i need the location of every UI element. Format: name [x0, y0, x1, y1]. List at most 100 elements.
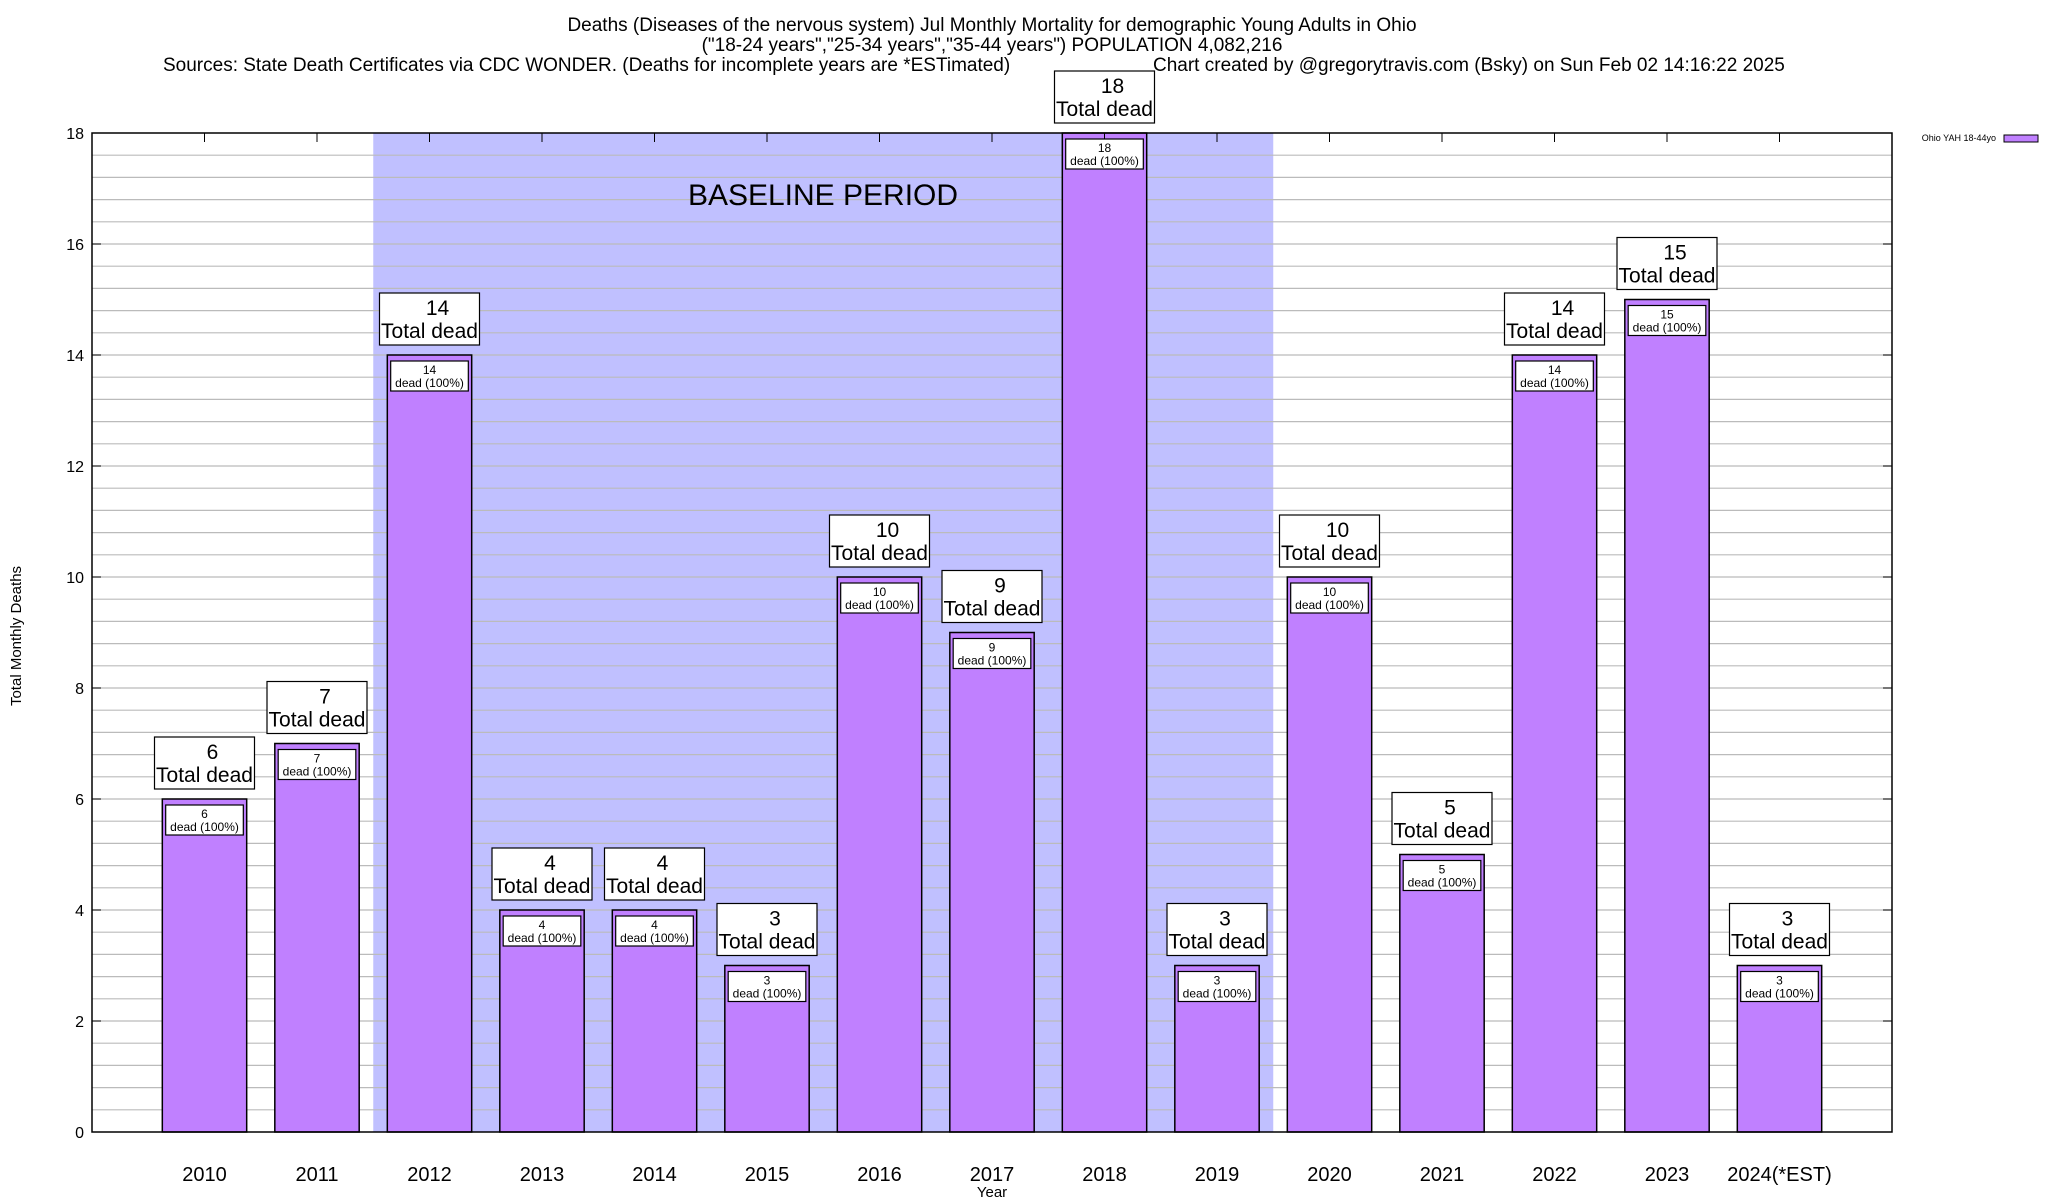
inner-label-box	[1627, 304, 1707, 337]
total-label-value: 7	[319, 686, 331, 709]
total-label-text: Total dead	[1506, 320, 1603, 343]
x-tick-label: 2010	[182, 1164, 227, 1186]
total-label-value: 3	[769, 908, 781, 931]
inner-label-value: 10	[873, 585, 887, 599]
total-label-value: 4	[657, 852, 669, 875]
baseline-period-annotation: BASELINE PERIOD	[688, 179, 958, 212]
y-tick-label: 14	[66, 348, 84, 365]
x-tick-label: 2011	[295, 1164, 338, 1186]
x-tick-label: 2019	[1195, 1164, 1240, 1186]
inner-label-box	[1740, 970, 1819, 1003]
inner-label-text: dead (100%)	[395, 376, 464, 390]
inner-label-box	[1515, 360, 1594, 392]
total-label-value: 14	[426, 297, 450, 320]
inner-label-box	[277, 748, 357, 781]
inner-label-box	[165, 804, 244, 836]
bar-2016	[836, 576, 923, 1133]
total-label-text: Total dead	[1169, 931, 1266, 954]
x-tick-label: 2012	[407, 1164, 452, 1186]
total-label-box	[491, 847, 593, 901]
legend-label: Ohio YAH 18-44yo	[1922, 133, 1996, 143]
x-tick-label: 2017	[970, 1164, 1015, 1186]
inner-label-value: 15	[1660, 308, 1674, 322]
bars	[161, 132, 1823, 1133]
total-label-text: Total dead	[1731, 931, 1828, 954]
total-label-text: Total dead	[831, 542, 928, 565]
total-label-box	[828, 514, 931, 568]
bar-2010	[161, 798, 248, 1133]
inner-label-value: 14	[423, 363, 437, 377]
inner-label-value: 3	[1214, 974, 1221, 988]
inner-label-text: dead (100%)	[1070, 154, 1139, 168]
total-label-box	[1391, 791, 1493, 846]
inner-label-value: 10	[1323, 585, 1337, 599]
inner-label-value: 7	[314, 752, 321, 766]
x-axis-label: Year	[977, 1184, 1007, 1200]
inner-label-text: dead (100%)	[508, 931, 577, 945]
y-tick-label: 12	[66, 459, 84, 476]
total-label-text: Total dead	[1056, 98, 1153, 121]
total-label-box	[266, 680, 368, 735]
bar-2014	[611, 909, 698, 1133]
chart-title-line-2: ("18-24 years","25-34 years","35-44 year…	[702, 35, 1283, 56]
bar-2012	[386, 354, 473, 1133]
y-tick-label: 0	[75, 1125, 84, 1142]
bar-2022	[1511, 354, 1598, 1133]
x-tick-label: 2021	[1420, 1164, 1465, 1186]
inner-label-box	[1177, 970, 1257, 1003]
y-tick-label: 8	[75, 681, 84, 698]
total-label-value: 14	[1551, 297, 1575, 320]
total-label-value: 3	[1782, 908, 1794, 931]
total-label-text: Total dead	[269, 709, 366, 732]
total-label-value: 4	[544, 852, 556, 875]
total-label-text: Total dead	[1394, 820, 1491, 843]
total-label-text: Total dead	[944, 598, 1041, 621]
bar-2018	[1061, 132, 1148, 1133]
inner-label-box	[952, 637, 1032, 670]
total-label-box	[1728, 902, 1831, 957]
inner-label-box	[1402, 859, 1482, 892]
total-label-box	[603, 847, 706, 901]
inner-label-text: dead (100%)	[1520, 376, 1589, 390]
bar-2017	[949, 631, 1035, 1133]
y-tick-label: 10	[66, 570, 84, 587]
legend: Ohio YAH 18-44yo	[1922, 133, 2039, 143]
y-tick-label: 4	[75, 903, 84, 920]
chart-title-line-1: Deaths (Diseases of the nervous system) …	[567, 15, 1416, 36]
total-label-text: Total dead	[719, 931, 816, 954]
legend-swatch	[2003, 134, 2039, 143]
inner-label-value: 18	[1098, 141, 1112, 155]
total-label-text: Total dead	[494, 875, 591, 898]
inner-label-text: dead (100%)	[620, 931, 689, 945]
y-tick-label: 16	[66, 237, 84, 254]
total-label-value: 15	[1663, 242, 1686, 265]
x-tick-label: 2014	[632, 1164, 677, 1186]
total-label-value: 10	[876, 519, 899, 542]
y-axis-label: Total Monthly Deaths	[8, 566, 25, 706]
inner-label-text: dead (100%)	[1408, 876, 1477, 890]
bar-2021	[1399, 853, 1485, 1133]
inner-label-value: 3	[1776, 974, 1783, 988]
inner-label-box	[615, 915, 694, 947]
inner-label-value: 4	[651, 918, 658, 932]
bar-2011	[274, 742, 360, 1133]
total-label-value: 9	[994, 575, 1006, 598]
x-tick-label: 2020	[1307, 1164, 1352, 1186]
inner-label-value: 6	[201, 807, 208, 821]
x-tick-label: 2024(*EST)	[1727, 1164, 1832, 1186]
bar-2023	[1624, 298, 1710, 1133]
y-tick-label: 6	[75, 792, 84, 809]
inner-label-box	[390, 360, 469, 392]
inner-label-text: dead (100%)	[958, 654, 1027, 668]
total-label-box	[941, 569, 1043, 624]
x-tick-label: 2015	[745, 1164, 790, 1186]
total-label-box	[378, 292, 481, 346]
inner-label-box	[1065, 138, 1144, 170]
x-tick-label: 2022	[1532, 1164, 1577, 1186]
y-axis-ticks: 0 2 4 6 8 10 12 14 16 18	[66, 126, 1892, 1142]
inner-label-text: dead (100%)	[1183, 987, 1252, 1001]
inner-label-text: dead (100%)	[1745, 987, 1814, 1001]
total-label-value: 18	[1101, 75, 1124, 98]
